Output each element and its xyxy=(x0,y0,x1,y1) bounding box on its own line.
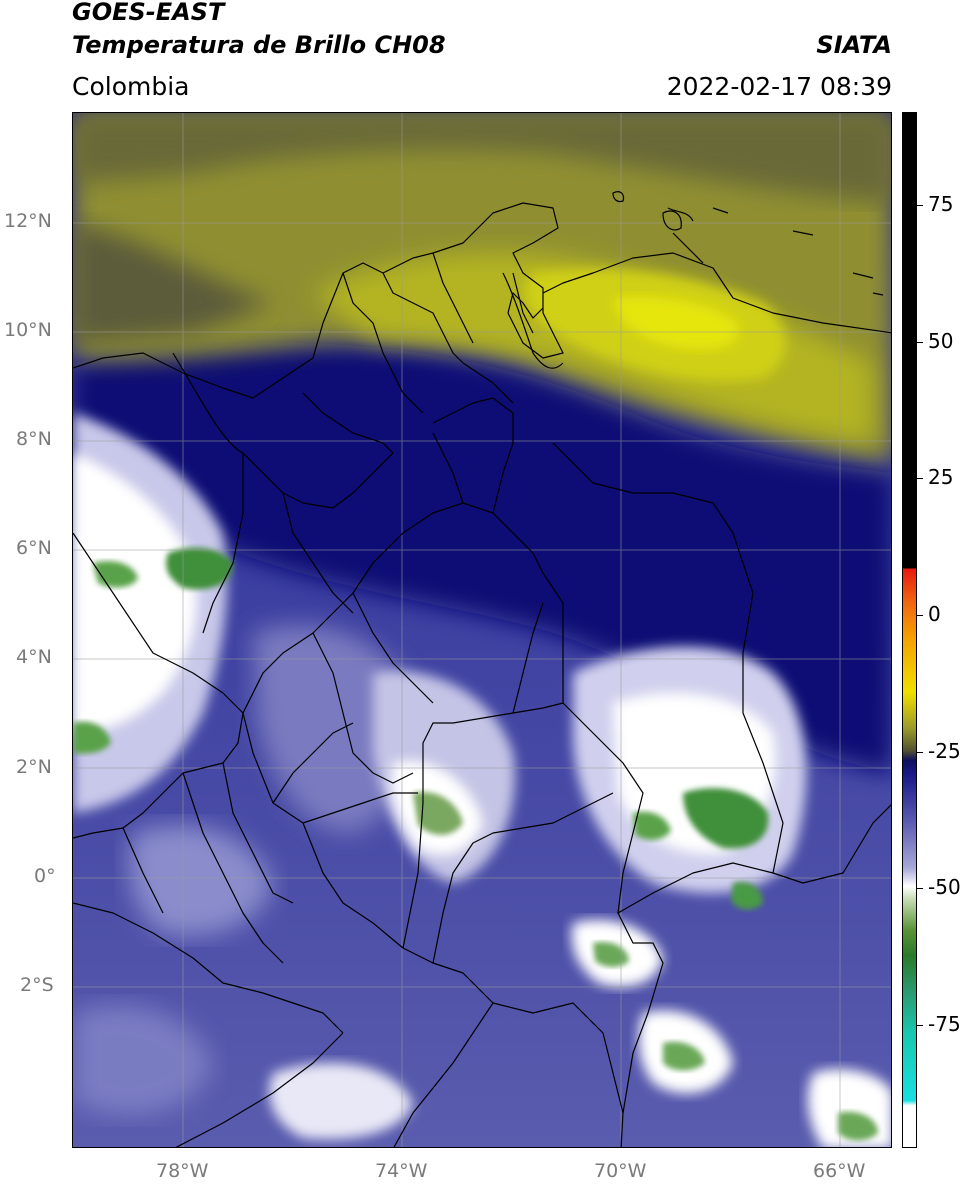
colorbar-tick xyxy=(917,888,923,889)
colorbar-tick xyxy=(917,478,923,479)
region-label: Colombia xyxy=(72,72,190,101)
country-borders xyxy=(73,191,891,1147)
lon-tick-label: 66°W xyxy=(813,1160,866,1182)
datetime-label: 2022-02-17 08:39 xyxy=(666,72,892,101)
colorbar-tick xyxy=(917,342,923,343)
lat-tick-label: 4°N xyxy=(16,646,52,668)
lon-tick-label: 78°W xyxy=(156,1160,209,1182)
temperature-colorbar xyxy=(902,112,917,1148)
colorbar-label: -75 xyxy=(928,1012,961,1036)
lat-tick-label: 6°N xyxy=(16,537,52,559)
lat-tick-label: 0° xyxy=(34,865,56,887)
lat-tick-label: 8°N xyxy=(16,428,52,450)
colorbar-tick xyxy=(917,1025,923,1026)
colorbar-label: 50 xyxy=(928,329,954,353)
colorbar-label: 75 xyxy=(928,192,954,216)
lat-tick-label: 10°N xyxy=(4,319,52,341)
lat-tick-label: 2°S xyxy=(20,974,54,996)
colorbar-label: 25 xyxy=(928,465,954,489)
colorbar-tick xyxy=(917,205,923,206)
satellite-title: GOES-EAST xyxy=(72,0,225,26)
brightness-temperature-image xyxy=(73,113,891,1147)
colorbar-tick xyxy=(917,752,923,753)
colorbar-tick xyxy=(917,615,923,616)
colorbar-label: -50 xyxy=(928,875,961,899)
satellite-map xyxy=(72,112,892,1148)
agency-label: SIATA xyxy=(816,31,892,59)
colorbar-label: 0 xyxy=(928,602,941,626)
colorbar-label: -25 xyxy=(928,739,961,763)
lat-tick-label: 12°N xyxy=(4,210,52,232)
product-title: Temperatura de Brillo CH08 xyxy=(72,31,446,59)
lat-tick-label: 2°N xyxy=(16,756,52,778)
lon-tick-label: 70°W xyxy=(594,1160,647,1182)
lon-tick-label: 74°W xyxy=(375,1160,428,1182)
